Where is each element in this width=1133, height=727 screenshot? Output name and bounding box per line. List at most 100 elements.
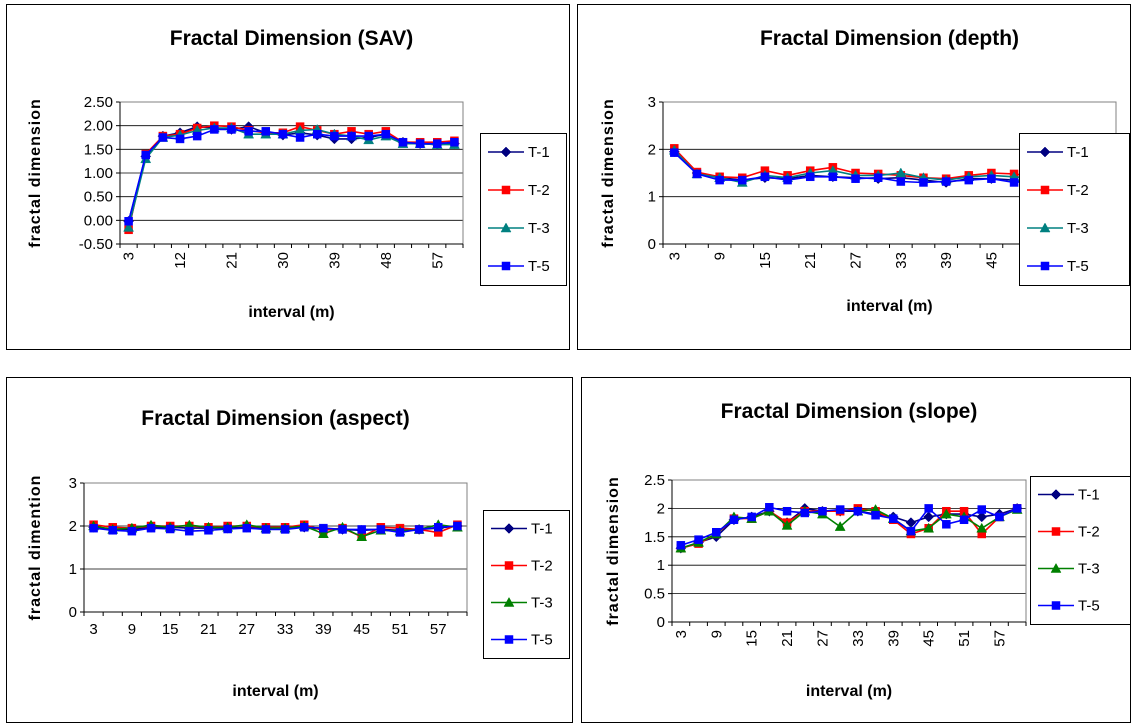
data-point <box>141 150 150 160</box>
y-tick-label: -0.50 <box>79 236 113 253</box>
legend-item-t-5: T-5 <box>1027 258 1089 275</box>
data-point <box>312 129 322 139</box>
x-axis-title: interval (m) <box>248 304 334 321</box>
y-tick-label: 1.5 <box>644 529 665 546</box>
legend-item-t-5: T-5 <box>488 258 550 275</box>
y-tick-label: 3 <box>69 475 77 492</box>
data-point <box>414 525 424 534</box>
x-tick-label: 51 <box>392 621 409 638</box>
data-point <box>108 526 117 535</box>
legend-label: T-3 <box>528 220 550 237</box>
data-point <box>995 512 1004 522</box>
y-tick-label: 3 <box>648 94 656 111</box>
legend-label: T-2 <box>531 558 553 575</box>
data-point <box>261 525 271 534</box>
x-tick-label: 57 <box>430 621 447 638</box>
series-t-5 <box>676 503 1022 550</box>
legend-label: T-5 <box>528 258 550 275</box>
x-tick-label: 39 <box>326 252 343 269</box>
data-point <box>923 522 935 533</box>
x-axis-title: interval (m) <box>806 683 892 700</box>
x-tick-label: 30 <box>275 252 292 269</box>
y-tick-label: 0.5 <box>644 586 665 603</box>
legend-item-t-1: T-1 <box>491 521 553 538</box>
data-point <box>381 129 391 139</box>
chart-title: Fractal Dimension (depth) <box>760 27 1019 50</box>
x-tick-label: 33 <box>850 630 867 647</box>
y-axis-title: fractal dimention <box>27 475 44 621</box>
legend: T-1 T-2 T-3 T-5 <box>483 510 570 659</box>
legend-marker <box>501 185 511 195</box>
data-point <box>395 528 405 537</box>
data-point <box>175 134 185 144</box>
legend-box <box>1030 476 1131 625</box>
x-tick-label: 39 <box>885 630 902 647</box>
y-tick-label: 1 <box>657 557 665 574</box>
data-point <box>364 131 373 141</box>
data-point <box>889 514 898 523</box>
data-point <box>782 506 792 516</box>
y-tick-label: 2 <box>69 518 77 535</box>
legend-label: T-1 <box>1078 487 1100 504</box>
x-tick-label: 12 <box>172 252 189 269</box>
data-point <box>818 506 827 516</box>
legend-item-t-5: T-5 <box>1038 598 1100 615</box>
data-point <box>204 526 213 535</box>
data-point <box>278 129 288 139</box>
x-tick-label: 9 <box>712 252 729 260</box>
legend-marker <box>1051 601 1061 610</box>
data-point <box>853 506 863 516</box>
data-point <box>295 133 305 142</box>
data-point <box>895 167 907 178</box>
data-point <box>330 131 339 141</box>
data-point <box>165 524 175 534</box>
data-point <box>192 131 202 141</box>
legend-item-t-5: T-5 <box>491 632 553 649</box>
data-point <box>729 515 739 525</box>
y-axis-title: fractal dimension <box>27 98 44 247</box>
x-tick-label: 15 <box>744 630 761 647</box>
x-tick-label: 27 <box>814 630 831 647</box>
data-point <box>453 521 462 531</box>
data-point <box>158 133 168 142</box>
legend-box <box>483 510 570 659</box>
x-tick-label: 45 <box>353 621 370 638</box>
data-point <box>347 131 356 141</box>
data-point <box>415 139 425 148</box>
data-point <box>781 519 793 530</box>
series-t-5 <box>124 125 459 226</box>
x-tick-label: 39 <box>938 252 955 269</box>
data-point <box>223 524 232 534</box>
x-tick-label: 15 <box>757 252 774 269</box>
data-point <box>924 504 933 513</box>
data-point <box>1012 504 1022 513</box>
x-tick-label: 3 <box>121 252 138 260</box>
legend-label: T-3 <box>1067 220 1089 237</box>
x-tick-label: 33 <box>277 621 294 638</box>
data-point <box>919 178 928 187</box>
data-point <box>712 528 721 537</box>
x-tick-label: 21 <box>200 621 217 638</box>
y-tick-label: 2.50 <box>84 94 113 111</box>
legend-box <box>480 133 567 286</box>
y-tick-label: 1.50 <box>84 141 113 158</box>
y-tick-label: 2.5 <box>644 472 665 489</box>
legend-marker <box>501 261 511 271</box>
legend: T-1 T-2 T-3 T-5 <box>480 133 567 286</box>
data-point <box>261 127 271 136</box>
data-point <box>835 505 845 514</box>
data-point <box>896 177 906 186</box>
data-point <box>450 137 459 147</box>
legend-label: T-3 <box>531 595 553 612</box>
legend-label: T-3 <box>1078 561 1100 578</box>
data-point <box>210 125 219 134</box>
legend-box <box>1019 133 1130 286</box>
x-tick-label: 57 <box>991 630 1008 647</box>
y-axis-title: fractal dimension <box>605 476 622 625</box>
data-point <box>280 525 290 534</box>
data-point <box>738 175 747 185</box>
data-point <box>676 541 686 550</box>
y-tick-label: 0 <box>69 604 77 621</box>
legend-marker <box>1051 527 1061 536</box>
